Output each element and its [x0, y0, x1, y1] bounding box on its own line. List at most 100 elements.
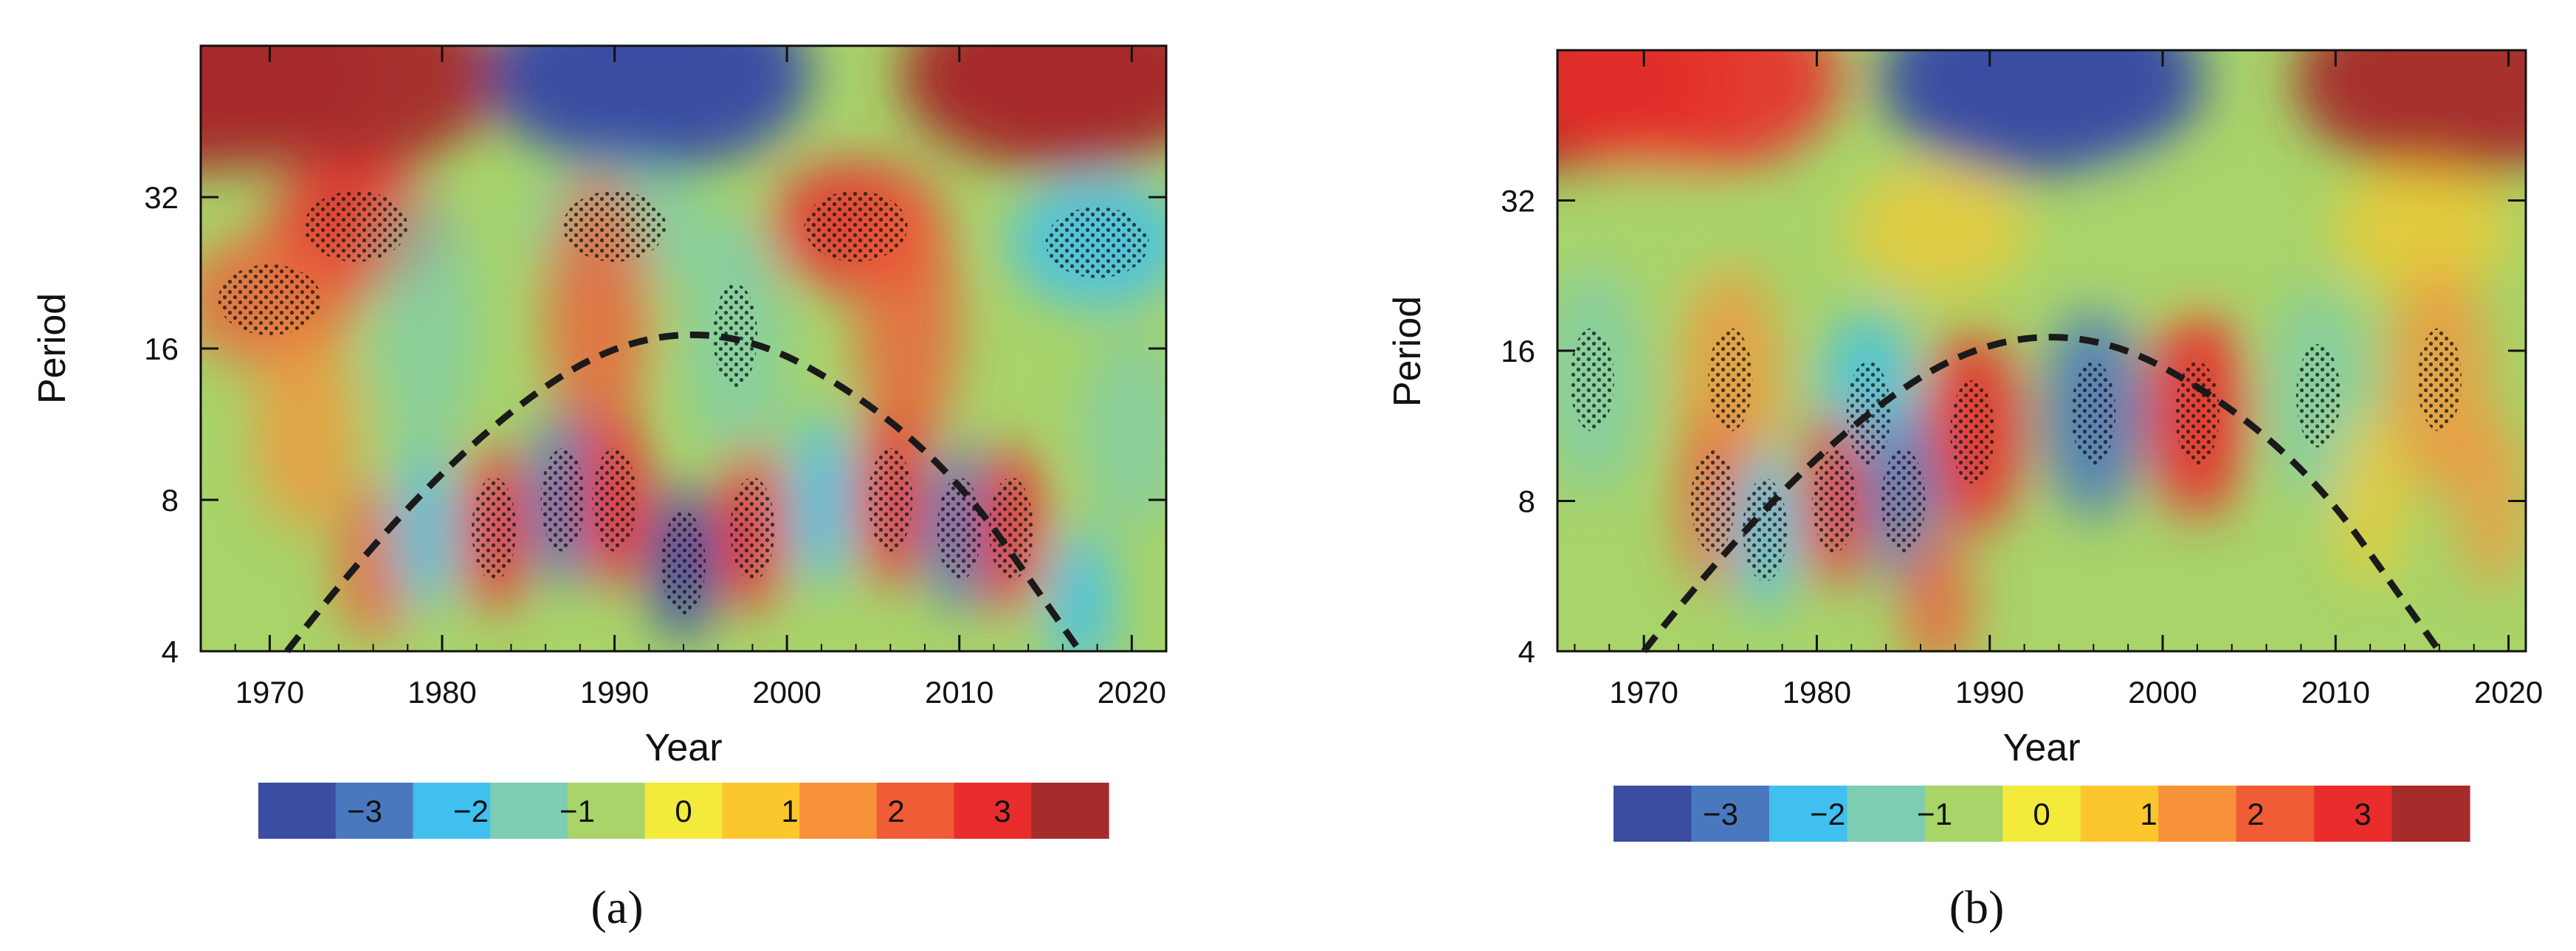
panel-b-heatmap-feature [2294, 50, 2526, 176]
panel-b-colorbar-segment [1924, 786, 2003, 842]
panel-b-colorbar-segment [1847, 786, 1926, 842]
panel-a-colorbar-label: −2 [453, 794, 489, 828]
panel-b-significance-region [1569, 328, 1614, 432]
panel-a-colorbar-segment [490, 783, 568, 839]
panel-b-colorbar-segment [2391, 786, 2470, 842]
panel-b-heatmap-feature [1557, 162, 1733, 296]
panel-a-heatmap-feature [785, 413, 857, 587]
panel-a-significance-region [730, 477, 775, 581]
panel-a-colorbar-label: 1 [781, 794, 798, 828]
panel-a-x-tick-label: 1980 [407, 675, 476, 710]
panel-b-y-tick-label: 16 [1501, 334, 1535, 368]
panel-b-cone-of-influence [1641, 334, 2442, 653]
panel-a-label: (a) [590, 881, 643, 933]
panel-a-significance-region [713, 284, 758, 388]
panel-b-colorbar-segment [2002, 786, 2081, 842]
panel-b-label: (b) [1949, 881, 2005, 933]
panel-b-significance-region [1690, 449, 1735, 553]
panel-a-significance-region [1045, 207, 1149, 278]
panel-b-x-tick-label: 2010 [2301, 675, 2370, 710]
panel-b-colorbar-label: −2 [1810, 797, 1845, 831]
panel-a-colorbar-segment [413, 783, 491, 839]
panel-b-significance-region [1881, 449, 1926, 553]
panel-a-colorbar-segment [722, 783, 800, 839]
panel-b-significance-region [1708, 328, 1753, 432]
panel-a-significance-region [988, 477, 1033, 581]
panel-b-significance-region [1743, 478, 1788, 582]
panel-a-colorbar-segment [644, 783, 723, 839]
panel-b-colorbar-segment [2314, 786, 2393, 842]
panel-b-y-tick-label: 32 [1501, 184, 1535, 219]
panel-b-colorbar-label: 0 [2033, 797, 2050, 831]
panel-a-colorbar-segment [567, 783, 646, 839]
panel-a-cone-of-influence [284, 331, 1083, 653]
panel-a-significance-region [592, 448, 637, 552]
panel-a-x-tick-label: 2000 [752, 675, 821, 710]
panel-a-heatmap-feature [389, 446, 461, 612]
panel-b-heatmap-feature [2456, 413, 2526, 588]
panel-b-x-tick-label: 2000 [2128, 675, 2197, 710]
panel-a-colorbar-label: −1 [559, 794, 595, 828]
panel-a-significance-region [218, 264, 322, 335]
panel-b-colorbar-label: −3 [1703, 797, 1738, 831]
panel-b-colorbar-label: 1 [2140, 797, 2157, 831]
panel-b-heatmap-feature [1902, 529, 1974, 651]
panel-b-significance-region [1811, 449, 1856, 553]
panel-a-y-tick-label: 4 [162, 634, 179, 669]
panel-b-significance-region [2071, 361, 2116, 465]
panel-a-significance-region [472, 477, 517, 581]
panel-a-colorbar-segment [258, 783, 337, 839]
panel-a-heatmap-feature [201, 46, 501, 171]
panel-a-significance-region [562, 190, 667, 262]
panel-b-x-tick-label: 1990 [1955, 675, 2024, 710]
panel-a-heatmap-feature [252, 329, 357, 531]
panel-a-y-tick-label: 16 [144, 332, 179, 366]
panel-a-significance-region [661, 511, 706, 615]
panel-b-significance-region [2417, 328, 2462, 432]
panel-b-colorbar-segment [2158, 786, 2237, 842]
panel-b-colorbar-segment [2080, 786, 2159, 842]
panel-a-colorbar-segment [799, 783, 878, 839]
panel-b-heatmap-feature [2335, 413, 2406, 588]
panel-b-x-tick-label: 1980 [1783, 675, 1851, 710]
panel-b-colorbar-label: 3 [2354, 797, 2371, 831]
panel-a-y-tick-label: 32 [144, 180, 179, 215]
panel-a-x-tick-label: 2010 [925, 675, 993, 710]
panel-a-colorbar-label: 3 [993, 794, 1010, 828]
panel-b-colorbar-segment [1614, 786, 1692, 842]
panel-a-heatmap-feature [1044, 529, 1116, 651]
panel-b-significance-region [2296, 344, 2341, 447]
panel-a-heatmap-feature [855, 191, 960, 455]
panel-a-colorbar-label: 0 [675, 794, 692, 828]
panel-a-y-tick-label: 8 [162, 483, 179, 518]
panel-b-xlabel: Year [2002, 727, 2080, 769]
panel-b-significance-region [2174, 361, 2219, 465]
panel-b-y-tick-label: 4 [1518, 634, 1535, 669]
panel-a-x-tick-label: 1990 [580, 675, 649, 710]
panel-a-heatmap [201, 46, 1166, 651]
panel-b-significance-region [1950, 380, 1995, 484]
panel-b-heatmap [1557, 50, 2526, 651]
panel-a-heatmap-feature [373, 191, 477, 455]
panel-b-y-tick-label: 8 [1518, 484, 1535, 519]
panel-a-significance-region [304, 190, 408, 262]
panel-a-heatmap-feature [900, 46, 1166, 171]
panel-a-significance-region [540, 448, 585, 552]
panel-b-heatmap-feature [2333, 162, 2511, 296]
panel-a-ylabel: Period [31, 293, 74, 404]
panel-b-colorbar-label: −1 [1917, 797, 1952, 831]
panel-b-colorbar-segment [1691, 786, 1770, 842]
panel-a-colorbar-segment [954, 783, 1032, 839]
panel-b-heatmap-feature [2074, 162, 2251, 296]
panel-b-x-tick-label: 1970 [1609, 675, 1678, 710]
panel-b-x-tick-label: 2020 [2474, 675, 2543, 710]
panel-a-colorbar-label: 2 [887, 794, 904, 828]
panel-a-colorbar-segment [876, 783, 955, 839]
panel-a-xlabel: Year [644, 727, 722, 769]
panel-a-x-tick-label: 1970 [235, 675, 304, 710]
panel-b-colorbar-segment [1769, 786, 1847, 842]
panel-a-colorbar-segment [1031, 783, 1109, 839]
